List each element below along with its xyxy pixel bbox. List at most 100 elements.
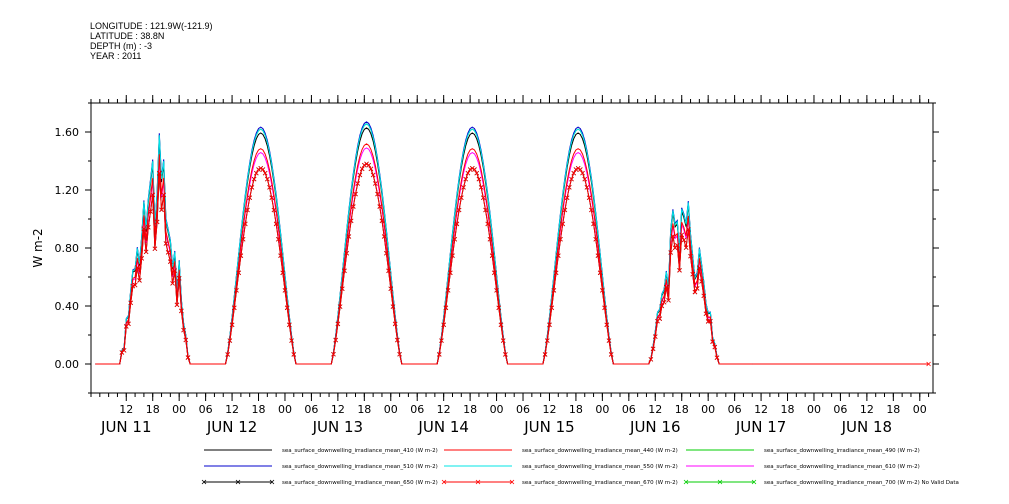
series-marker [448, 270, 453, 276]
series-marker [578, 167, 583, 172]
x-hour-label: 12 [648, 403, 662, 416]
series-marker [436, 352, 442, 357]
series-marker [472, 167, 477, 172]
series-marker [282, 288, 288, 293]
series-marker [287, 322, 292, 328]
series-marker [584, 185, 590, 190]
legend-label: sea_surface_downwelling_irradiance_mean_… [522, 448, 678, 454]
series-marker [593, 236, 599, 242]
series-marker [481, 195, 486, 201]
series-marker [262, 170, 268, 176]
x-hour-label: 12 [437, 403, 451, 416]
series-marker [148, 209, 153, 214]
series-marker [132, 282, 138, 288]
series-marker [483, 207, 488, 213]
x-hour-label: 18 [463, 403, 477, 416]
series-marker [562, 207, 568, 213]
year-text: YEAR : 2011 [90, 51, 142, 61]
series-line-6 [95, 163, 753, 365]
legend-label: sea_surface_downwelling_irradiance_mean_… [522, 464, 678, 470]
series-marker [342, 268, 347, 274]
series-marker [677, 268, 682, 273]
series-marker [551, 288, 557, 293]
series-marker [664, 284, 669, 290]
x-hour-label: 00 [172, 403, 186, 416]
legend-label: sea_surface_downwelling_irradiance_mean_… [522, 480, 678, 486]
series-marker [139, 256, 144, 261]
x-hour-label: 12 [754, 403, 768, 416]
series-marker [478, 185, 484, 190]
y-tick-label: 0.80 [55, 242, 80, 255]
legend-label: sea_surface_downwelling_irradiance_mean_… [282, 480, 438, 486]
series-marker [650, 346, 656, 352]
series-marker [591, 221, 596, 227]
series-marker [141, 226, 147, 232]
x-hour-label: 12 [542, 403, 556, 416]
x-hour-label: 06 [728, 403, 742, 416]
series-line-1 [95, 143, 753, 365]
series-marker [569, 176, 574, 182]
series-marker [249, 185, 255, 190]
series-marker [571, 170, 576, 176]
series-line-3 [95, 121, 753, 365]
x-date-label: JUN 12 [206, 418, 257, 436]
series-marker [556, 253, 561, 258]
x-date-label: JUN 14 [417, 418, 468, 436]
series-marker [560, 221, 565, 227]
y-tick-label: 1.60 [55, 126, 80, 139]
series-marker [492, 270, 497, 276]
series-marker [597, 270, 603, 276]
legend-marker [201, 479, 207, 485]
series-marker [276, 236, 281, 242]
series-marker [494, 288, 499, 293]
series-marker [703, 311, 709, 317]
series-marker [238, 253, 244, 258]
series-marker [157, 171, 162, 176]
series-marker [445, 288, 451, 293]
x-hour-label: 18 [886, 403, 900, 416]
series-marker [126, 321, 131, 327]
series-marker [273, 221, 279, 227]
series-line-2 [95, 123, 753, 365]
series-marker [456, 207, 462, 213]
series-marker [388, 286, 394, 292]
series-marker [467, 167, 473, 172]
series-marker [357, 172, 363, 178]
series-marker [476, 176, 482, 182]
series-marker [170, 281, 175, 286]
series-marker [452, 236, 457, 242]
x-hour-label: 18 [781, 403, 795, 416]
series-marker [443, 305, 449, 311]
series-marker [265, 176, 270, 182]
series-marker [174, 302, 180, 308]
series-marker [381, 234, 387, 239]
series-marker [254, 170, 259, 176]
series-marker [567, 185, 572, 190]
x-hour-label: 12 [225, 403, 239, 416]
series-line-7 [95, 163, 753, 365]
series-marker [710, 339, 715, 345]
series-marker [346, 234, 352, 239]
series-marker [260, 167, 266, 172]
series-marker [172, 268, 178, 273]
series-marker [384, 250, 389, 256]
legend-marker [235, 479, 241, 485]
series-marker [586, 195, 592, 201]
legend-marker [509, 479, 515, 485]
series-marker [657, 316, 662, 321]
x-date-label: JUN 17 [735, 418, 786, 436]
series-marker [683, 245, 689, 250]
series-marker [379, 218, 385, 224]
series-marker [355, 181, 360, 186]
series-marker [386, 268, 391, 274]
series-marker [474, 170, 480, 176]
series-marker [267, 185, 272, 190]
series-marker [348, 218, 354, 224]
series-marker [608, 352, 614, 357]
series-marker [284, 305, 290, 311]
x-hour-label: 18 [146, 403, 160, 416]
x-date-label: JUN 18 [841, 418, 892, 436]
series-marker [243, 221, 248, 227]
series-marker [600, 288, 605, 293]
